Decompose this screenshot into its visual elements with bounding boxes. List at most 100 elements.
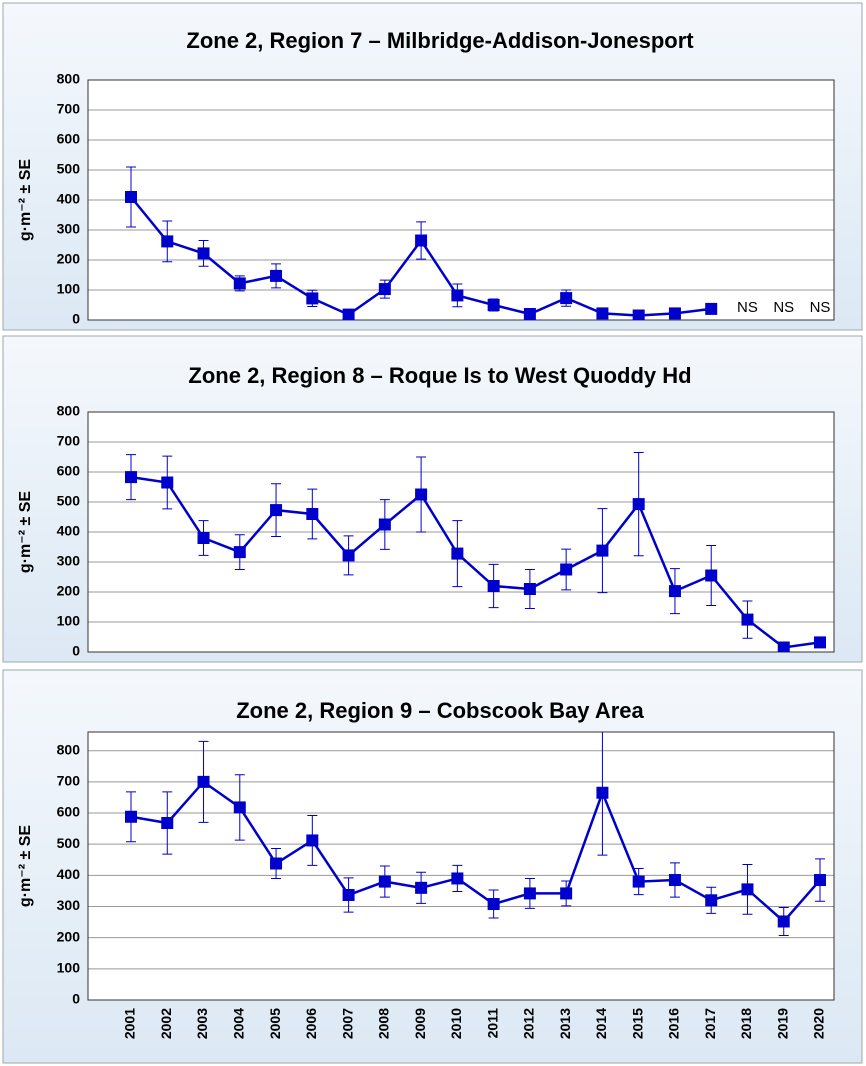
- marker: [596, 786, 609, 799]
- chart-title: Zone 2, Region 7 – Milbridge-Addison-Jon…: [186, 28, 694, 53]
- x-tick-label: 2003: [194, 1008, 210, 1039]
- y-tick-label: 400: [57, 523, 81, 539]
- y-tick-label: 200: [57, 928, 81, 944]
- marker: [741, 613, 754, 626]
- marker: [560, 887, 573, 900]
- y-tick-label: 200: [57, 583, 81, 599]
- marker: [632, 498, 645, 511]
- y-tick-label: 0: [72, 643, 80, 659]
- x-tick-label: 2017: [702, 1008, 718, 1039]
- line: [130, 475, 821, 649]
- x-tick-label: 2001: [122, 1008, 138, 1039]
- marker: [814, 874, 826, 887]
- y-tick-label: 300: [57, 221, 81, 237]
- marker: [125, 471, 137, 484]
- y-axis-label: g·m⁻² ± SE: [17, 159, 34, 241]
- marker: [342, 308, 355, 320]
- y-tick-label: 700: [57, 101, 81, 117]
- marker: [560, 563, 573, 576]
- plot-border: [87, 731, 835, 1001]
- y-tick-label: 400: [57, 191, 81, 207]
- x-tick-label: 2004: [230, 1008, 246, 1039]
- marker: [523, 308, 536, 320]
- marker: [233, 801, 246, 814]
- marker: [523, 887, 536, 900]
- marker: [777, 641, 790, 652]
- x-tick-label: 2010: [448, 1008, 464, 1039]
- value-label: NS: [773, 299, 794, 316]
- marker: [596, 307, 609, 320]
- line: [130, 780, 821, 924]
- x-tick-label: 2009: [412, 1008, 428, 1039]
- x-tick-label: 2011: [484, 1008, 500, 1039]
- marker: [197, 532, 210, 544]
- marker: [705, 894, 718, 907]
- x-tick-label: 2002: [158, 1008, 174, 1039]
- x-tick-label: 2014: [593, 1008, 609, 1039]
- marker: [741, 883, 754, 896]
- marker: [125, 810, 137, 823]
- plot-border: [87, 79, 835, 321]
- plot-border: [87, 411, 835, 653]
- marker: [161, 476, 174, 489]
- y-tick-label: 600: [57, 463, 81, 479]
- y-tick-label: 500: [57, 835, 81, 851]
- marker: [378, 875, 391, 888]
- y-axis-label: g·m⁻² ± SE: [17, 825, 34, 907]
- y-tick-label: 600: [57, 131, 81, 147]
- plot-area: [88, 732, 834, 1000]
- y-tick-label: 500: [57, 493, 81, 509]
- y-tick-label: 800: [57, 741, 81, 757]
- y-tick-label: 700: [57, 433, 81, 449]
- marker: [632, 309, 645, 320]
- marker: [487, 299, 500, 311]
- marker: [632, 875, 645, 888]
- marker: [342, 549, 355, 562]
- x-tick-label: 2006: [303, 1008, 319, 1039]
- marker: [668, 307, 681, 320]
- x-tick-label: 2020: [811, 1008, 827, 1039]
- x-tick-label: 2012: [521, 1008, 537, 1039]
- marker: [523, 583, 536, 595]
- marker: [415, 881, 428, 894]
- y-tick-label: 800: [57, 403, 81, 419]
- marker: [560, 292, 573, 305]
- marker: [233, 546, 246, 559]
- y-tick-label: 100: [57, 613, 81, 629]
- marker: [451, 289, 464, 302]
- marker: [233, 277, 246, 290]
- y-tick-label: 600: [57, 804, 81, 820]
- x-tick-label: 2007: [339, 1008, 355, 1039]
- marker: [306, 292, 319, 305]
- marker: [777, 915, 790, 928]
- y-axis-label: g·m⁻² ± SE: [17, 491, 34, 573]
- y-tick-label: 700: [57, 773, 81, 789]
- marker: [197, 247, 210, 260]
- marker: [270, 857, 283, 870]
- y-tick-label: 400: [57, 866, 81, 882]
- marker: [487, 898, 500, 911]
- value-label: NS: [810, 299, 831, 316]
- marker: [270, 504, 283, 517]
- y-tick-label: 300: [57, 553, 81, 569]
- marker: [161, 816, 174, 829]
- marker: [415, 234, 428, 247]
- marker: [270, 269, 283, 282]
- marker: [125, 191, 137, 203]
- y-tick-label: 0: [72, 311, 80, 327]
- marker: [306, 508, 319, 520]
- y-tick-label: 800: [57, 71, 81, 87]
- y-tick-label: 0: [72, 991, 80, 1007]
- y-tick-label: 300: [57, 897, 81, 913]
- marker: [668, 874, 681, 887]
- x-tick-label: 2008: [376, 1008, 392, 1039]
- marker: [487, 580, 500, 592]
- series-group: [125, 452, 826, 652]
- y-tick-label: 100: [57, 960, 81, 976]
- marker: [415, 488, 428, 501]
- chart-title: Zone 2, Region 9 – Cobscook Bay Area: [236, 698, 644, 723]
- marker: [705, 569, 718, 582]
- marker: [814, 636, 826, 649]
- x-tick-label: 2015: [629, 1008, 645, 1039]
